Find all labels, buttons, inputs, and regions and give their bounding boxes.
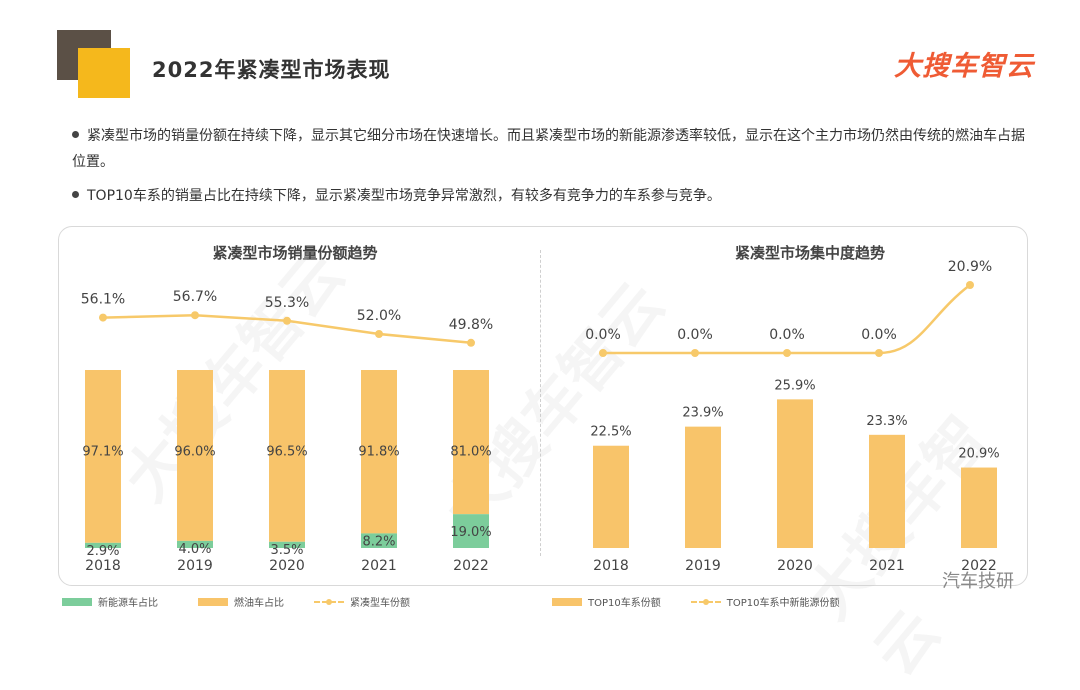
bar-top10-2019 xyxy=(685,426,721,548)
bullet-1-text: 紧凑型市场的销量份额在持续下降，显示其它细分市场在快速增长。而且紧凑型市场的新能… xyxy=(72,128,1025,170)
xtick-left-2019: 2019 xyxy=(177,558,213,574)
label-top10-2019: 23.9% xyxy=(682,406,723,421)
label-compact-2019: 56.7% xyxy=(173,289,217,305)
legend-label-fuel: 燃油车占比 xyxy=(234,598,284,609)
legend-label-top10-nev: TOP10车系中新能源份额 xyxy=(726,598,840,609)
legend-swatch-top10-nev-line xyxy=(690,598,721,605)
label-nev-2022: 19.0% xyxy=(450,525,491,540)
label-nev-2019: 4.0% xyxy=(178,542,211,557)
chart-title-share: 紧凑型市场销量份额趋势 xyxy=(212,244,378,262)
page-title: 2022年紧凑型市场表现 xyxy=(152,58,391,82)
xtick-left-2021: 2021 xyxy=(361,558,397,574)
label-top10-2018: 22.5% xyxy=(590,425,631,440)
point-compact-2020 xyxy=(283,316,291,325)
bar-top10-2022 xyxy=(961,467,997,548)
label-fuel-2022: 81.0% xyxy=(450,444,491,459)
legend-swatch-top10 xyxy=(552,597,582,606)
label-fuel-2020: 96.5% xyxy=(266,444,307,459)
bar-nev-2021 xyxy=(361,533,397,548)
xtick-right-2021: 2021 xyxy=(869,558,905,574)
label-top10-nev-2022: 20.9% xyxy=(948,259,992,275)
bar-nev-2018 xyxy=(85,542,121,548)
bar-fuel-2019 xyxy=(177,370,213,541)
footer-tag: 汽车技研 xyxy=(942,571,1014,592)
legend-label-compact: 紧凑型车份额 xyxy=(350,598,410,609)
chart-title-concentration: 紧凑型市场集中度趋势 xyxy=(734,244,885,262)
legend-left: 新能源车占比 燃油车占比 紧凑型车份额 xyxy=(62,594,410,609)
bar-fuel-2021 xyxy=(361,370,397,534)
label-top10-2021: 23.3% xyxy=(866,414,907,429)
label-nev-2020: 3.5% xyxy=(270,543,303,558)
bar-top10-2020 xyxy=(777,399,813,548)
xtick-left-2022: 2022 xyxy=(453,558,489,574)
bar-fuel-2018 xyxy=(85,370,121,543)
xtick-left-2018: 2018 xyxy=(85,558,121,574)
label-top10-2020: 25.9% xyxy=(774,378,815,393)
label-top10-nev-2019: 0.0% xyxy=(677,327,713,343)
legend-swatch-fuel xyxy=(198,597,228,606)
bar-top10-2021 xyxy=(869,434,905,548)
chart-panel xyxy=(58,226,1028,586)
label-nev-2018: 2.9% xyxy=(86,544,119,559)
brand-logo: 大搜车智云 xyxy=(894,51,1034,82)
label-compact-2020: 55.3% xyxy=(265,295,309,311)
point-top10-nev-2018 xyxy=(599,349,607,357)
bar-top10-2018 xyxy=(593,445,629,548)
point-top10-nev-2019 xyxy=(691,349,699,357)
bar-nev-2022 xyxy=(453,514,489,548)
legend-label-nev: 新能源车占比 xyxy=(98,598,158,609)
point-top10-nev-2021 xyxy=(875,349,883,357)
label-compact-2021: 52.0% xyxy=(357,308,401,324)
bullet-1: 紧凑型市场的销量份额在持续下降，显示其它细分市场在快速增长。而且紧凑型市场的新能… xyxy=(72,123,1032,175)
label-fuel-2021: 91.8% xyxy=(358,444,399,459)
point-compact-2022 xyxy=(467,338,475,347)
point-top10-nev-2020 xyxy=(783,349,791,357)
bar-nev-2020 xyxy=(269,541,305,548)
bullet-dot-icon xyxy=(72,190,79,198)
bar-fuel-2022 xyxy=(453,370,489,515)
xtick-right-2018: 2018 xyxy=(593,558,629,574)
bullet-2: TOP10车系的销量占比在持续下降，显示紧凑型市场竞争异常激烈，有较多有竞争力的… xyxy=(72,183,1032,209)
xtick-right-2022: 2022 xyxy=(961,558,997,574)
bullet-dot-icon xyxy=(72,130,79,138)
xtick-right-2020: 2020 xyxy=(777,558,813,574)
xtick-right-2019: 2019 xyxy=(685,558,721,574)
decor-square-yellow xyxy=(78,48,130,98)
point-compact-2019 xyxy=(191,311,199,320)
point-compact-2021 xyxy=(375,330,383,338)
label-fuel-2019: 96.0% xyxy=(174,444,215,459)
legend-swatch-nev xyxy=(62,597,92,606)
bar-nev-2019 xyxy=(177,540,213,548)
panel-divider xyxy=(540,250,541,556)
line-top10-nev-share xyxy=(603,284,971,355)
point-top10-nev-2022 xyxy=(966,281,974,289)
legend-right: TOP10车系份额 TOP10车系中新能源份额 xyxy=(552,594,839,609)
label-top10-nev-2018: 0.0% xyxy=(585,327,621,343)
label-top10-nev-2021: 0.0% xyxy=(861,327,897,343)
charts-svg: 97.1%2.9%201896.0%4.0%201996.5%3.5%20209… xyxy=(81,259,1000,574)
label-fuel-2018: 97.1% xyxy=(82,444,123,459)
label-compact-2022: 49.8% xyxy=(449,317,493,333)
label-compact-2018: 56.1% xyxy=(81,292,125,308)
bar-fuel-2020 xyxy=(269,370,305,542)
label-top10-nev-2020: 0.0% xyxy=(769,327,805,343)
xtick-left-2020: 2020 xyxy=(269,558,305,574)
label-nev-2021: 8.2% xyxy=(362,535,395,550)
point-compact-2018 xyxy=(99,313,107,322)
bullet-2-text: TOP10车系的销量占比在持续下降，显示紧凑型市场竞争异常激烈，有较多有竞争力的… xyxy=(87,188,721,204)
legend-swatch-compact-line xyxy=(314,598,344,605)
legend-label-top10: TOP10车系份额 xyxy=(588,598,661,609)
label-top10-2022: 20.9% xyxy=(958,447,999,462)
